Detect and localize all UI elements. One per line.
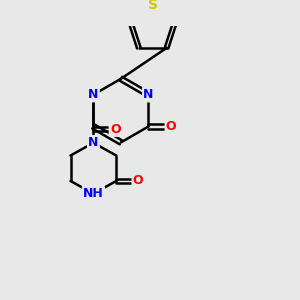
Text: O: O bbox=[110, 123, 121, 136]
Text: S: S bbox=[148, 0, 158, 12]
Text: O: O bbox=[133, 175, 143, 188]
Text: N: N bbox=[88, 88, 99, 101]
Text: NH: NH bbox=[83, 187, 104, 200]
Text: N: N bbox=[88, 136, 99, 149]
Text: N: N bbox=[143, 88, 154, 101]
Text: O: O bbox=[166, 120, 176, 133]
